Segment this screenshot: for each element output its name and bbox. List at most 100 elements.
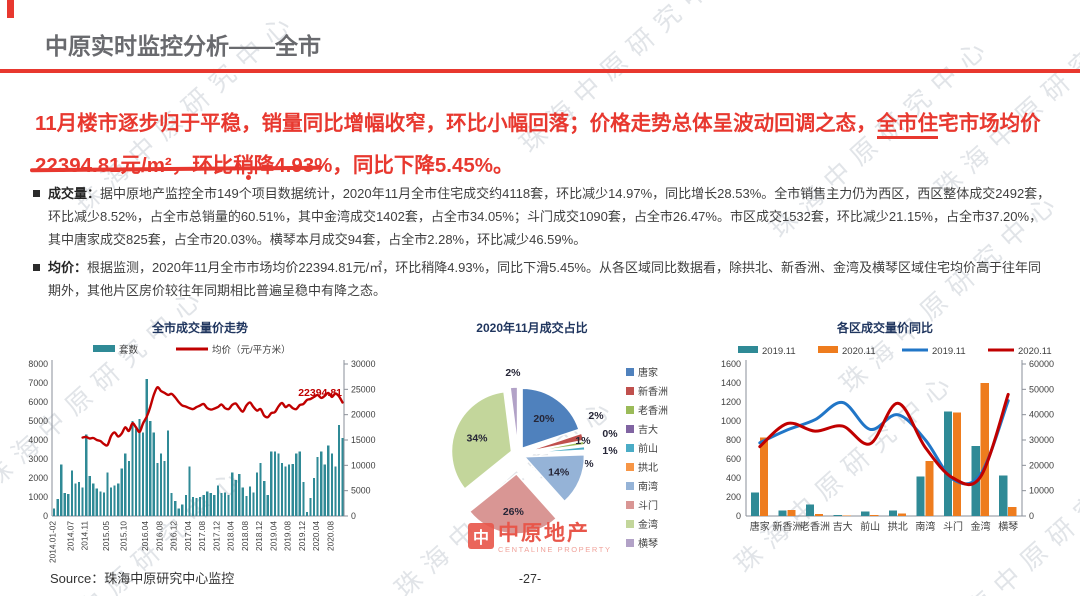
svg-text:2019.12: 2019.12: [297, 521, 307, 551]
bullet-volume-text: 据中原地产监控全市149个项目数据统计，2020年11月全市住宅成交约4118套…: [48, 186, 1051, 247]
legend-label: 新香洲: [638, 385, 668, 398]
svg-text:5000: 5000: [351, 486, 371, 496]
line-2020.11-1: [758, 392, 1010, 487]
chart-title: 全市成交量价走势: [151, 320, 248, 335]
svg-text:前山: 前山: [860, 520, 880, 533]
svg-text:新香洲: 新香洲: [772, 520, 802, 533]
svg-text:2017.04: 2017.04: [183, 521, 193, 551]
volume-bars: [53, 379, 344, 517]
pie-label: 1%: [602, 445, 618, 457]
pie-label: 2%: [588, 410, 604, 422]
svg-text:60000: 60000: [1029, 359, 1054, 369]
svg-text:10000: 10000: [1029, 486, 1054, 496]
svg-text:2017.08: 2017.08: [197, 521, 207, 551]
pie-slice-8: [450, 390, 513, 491]
svg-text:400: 400: [726, 473, 741, 483]
pie-slice-9: [509, 386, 519, 448]
svg-text:均价（元/平方米）: 均价（元/平方米）: [212, 344, 291, 356]
svg-text:20000: 20000: [351, 410, 376, 420]
pie-slice-0: [521, 387, 580, 450]
svg-text:1200: 1200: [721, 397, 741, 407]
svg-text:2015.05: 2015.05: [101, 521, 111, 551]
legend-label: 金湾: [638, 518, 658, 531]
svg-text:2020.11: 2020.11: [842, 346, 876, 357]
svg-text:唐家: 唐家: [750, 520, 770, 533]
centaline-logo-icon: 中: [468, 523, 494, 549]
legend-label: 拱北: [638, 461, 658, 474]
svg-text:老香洲: 老香洲: [800, 520, 830, 533]
line-2019.11-0: [758, 399, 1010, 486]
legend-label: 老香洲: [638, 404, 668, 417]
svg-text:6000: 6000: [28, 397, 48, 407]
headline-part1: 11月楼市逐步归于平稳，销量同比增幅收窄，环比小幅回落；价格走势总体呈波动回调之…: [35, 111, 877, 135]
headline-underlined: 全市住: [876, 111, 939, 139]
pie-slice-5: [524, 449, 586, 455]
legend-swatch: [626, 520, 634, 528]
legend-label: 前山: [638, 442, 658, 455]
bullet-volume: 成交量：据中原地产监控全市149个项目数据统计，2020年11月全市住宅成交约4…: [33, 182, 1051, 251]
legend-label: 吉大: [638, 423, 658, 436]
svg-text:0: 0: [736, 511, 741, 521]
svg-text:南湾: 南湾: [915, 520, 935, 533]
page-number: -27-: [518, 572, 542, 586]
svg-text:2020.08: 2020.08: [325, 521, 335, 551]
bullet-square-icon: [33, 264, 40, 271]
svg-text:2018.04: 2018.04: [226, 521, 236, 551]
svg-text:2019.04: 2019.04: [268, 521, 278, 551]
svg-text:2016.12: 2016.12: [169, 521, 179, 551]
pie-label: 2%: [505, 367, 521, 379]
avg-price-end-label: 22394.81: [298, 387, 342, 399]
svg-text:50000: 50000: [1029, 384, 1054, 394]
bullet-list: 成交量：据中原地产监控全市149个项目数据统计，2020年11月全市住宅成交约4…: [33, 182, 1051, 307]
bullet-volume-label: 成交量：: [48, 186, 101, 201]
svg-text:2015.10: 2015.10: [119, 521, 129, 551]
legend-swatch: [626, 444, 634, 452]
svg-text:2019.11: 2019.11: [932, 346, 966, 357]
svg-text:2019.08: 2019.08: [283, 521, 293, 551]
svg-text:2020.11: 2020.11: [1018, 346, 1052, 357]
centaline-logo: 中 中原地产 CENTALINE PROPERTY: [468, 523, 612, 554]
pie-label: 0%: [602, 428, 618, 440]
pie-label: 20%: [533, 413, 555, 425]
svg-text:0: 0: [351, 511, 356, 521]
svg-text:30000: 30000: [351, 359, 376, 369]
svg-text:2016.04: 2016.04: [140, 521, 150, 551]
headline: 11月楼市逐步归于平稳，销量同比增幅收窄，环比小幅回落；价格走势总体呈波动回调之…: [35, 103, 1049, 187]
svg-text:4000: 4000: [28, 435, 48, 445]
svg-text:2014.01-02: 2014.01-02: [48, 521, 58, 563]
svg-text:1400: 1400: [721, 378, 741, 388]
svg-text:800: 800: [726, 435, 741, 445]
svg-text:2019.11: 2019.11: [762, 346, 796, 357]
svg-text:1000: 1000: [721, 416, 741, 426]
bullet-price-label: 均价：: [48, 260, 88, 275]
svg-text:2014.07: 2014.07: [65, 521, 75, 551]
legend-label: 南湾: [638, 480, 658, 493]
avg-price-line: [81, 386, 344, 447]
legend-label: 横琴: [638, 537, 658, 550]
pie-label: 14%: [548, 466, 570, 478]
svg-text:横琴: 横琴: [998, 520, 1018, 533]
svg-text:40000: 40000: [1029, 410, 1054, 420]
svg-text:2018.08: 2018.08: [240, 521, 250, 551]
bullet-square-icon: [33, 190, 40, 197]
svg-text:金湾: 金湾: [971, 520, 991, 533]
chart-title: 各区成交量价同比: [836, 320, 933, 335]
svg-text:斗门: 斗门: [943, 520, 963, 533]
legend-swatch: [626, 463, 634, 471]
chart-title: 2020年11月成交占比: [476, 320, 587, 335]
svg-text:拱北: 拱北: [888, 520, 908, 533]
svg-text:25000: 25000: [351, 384, 376, 394]
svg-text:0: 0: [43, 511, 48, 521]
title-rule: [0, 69, 1080, 73]
bullet-price: 均价：根据监测，2020年11月全市市场均价22394.81元/㎡，环比稍降4.…: [33, 256, 1051, 302]
svg-text:10000: 10000: [351, 460, 376, 470]
svg-text:2014.11: 2014.11: [80, 521, 90, 551]
legend-swatch: [626, 539, 634, 547]
svg-text:3000: 3000: [28, 454, 48, 464]
centaline-logo-name: 中原地产: [498, 522, 590, 545]
svg-text:1000: 1000: [28, 492, 48, 502]
bullet-price-text: 根据监测，2020年11月全市市场均价22394.81元/㎡，环比稍降4.93%…: [48, 260, 1041, 298]
svg-text:吉大: 吉大: [833, 520, 853, 533]
